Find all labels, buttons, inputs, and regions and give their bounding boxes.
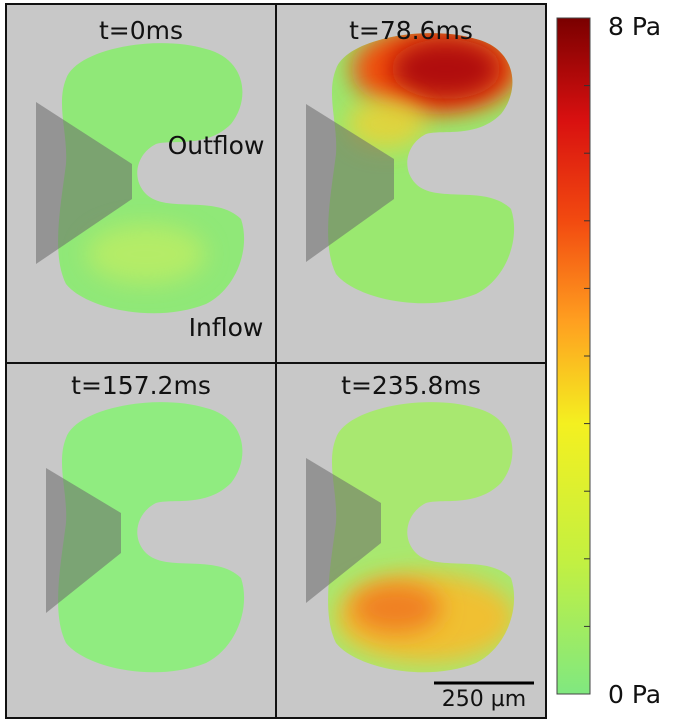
panel: t=235.8ms 250 µm (306, 371, 534, 712)
scale-bar-label: 250 µm (442, 687, 526, 712)
panel: t=78.6ms (306, 16, 515, 304)
panel-title: t=157.2ms (71, 371, 211, 400)
probe-plane (306, 104, 394, 262)
panel-title: t=235.8ms (341, 371, 481, 400)
probe-plane (306, 458, 381, 603)
colorbar-ticks (584, 85, 590, 627)
inflow-label: Inflow (189, 313, 264, 342)
panel-title: t=78.6ms (349, 16, 473, 45)
outflow-label: Outflow (168, 131, 265, 160)
probe-plane (46, 468, 121, 613)
panel: t=157.2ms (46, 371, 245, 673)
panel-title: t=0ms (99, 16, 183, 45)
colorbar-min-label: 0 Pa (608, 680, 661, 709)
colorbar-max-label: 8 Pa (608, 12, 661, 41)
probe-plane (36, 102, 132, 264)
panel: t=0ms Outflow Inflow (36, 16, 264, 342)
